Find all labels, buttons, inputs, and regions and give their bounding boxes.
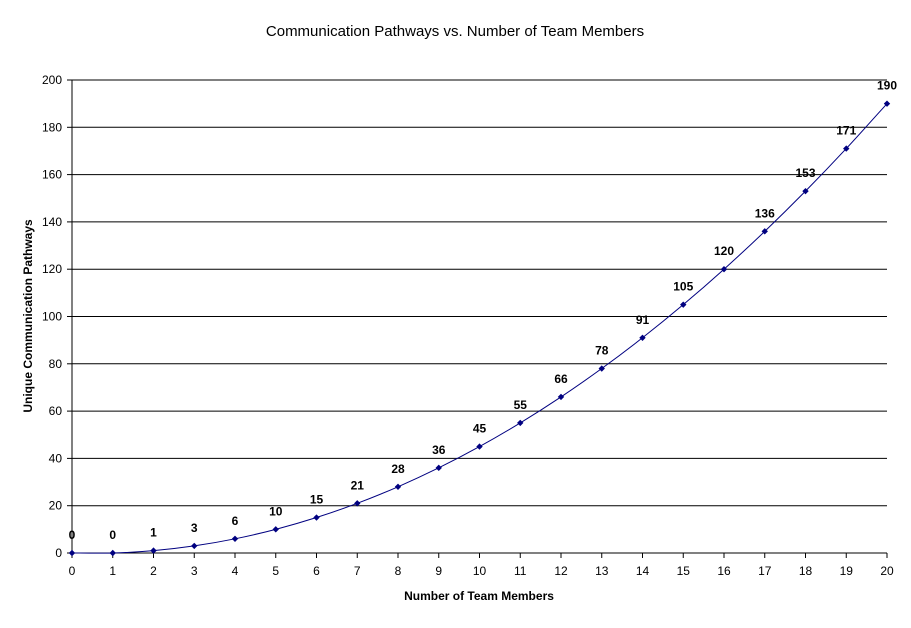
x-tick-label: 17	[758, 564, 772, 578]
data-point-marker	[802, 187, 809, 195]
chart-title: Communication Pathways vs. Number of Tea…	[266, 23, 644, 40]
data-label: 136	[755, 206, 775, 220]
y-tick-label: 160	[42, 168, 62, 182]
x-tick-label: 1	[109, 564, 116, 578]
data-label: 21	[351, 478, 365, 492]
data-point-marker	[272, 526, 279, 533]
data-label: 10	[269, 504, 283, 518]
data-point-marker	[476, 443, 483, 450]
y-tick-label: 40	[49, 451, 63, 465]
series-line	[71, 103, 888, 554]
data-point-marker	[639, 334, 646, 341]
x-tick-label: 3	[191, 564, 198, 578]
x-tick-label: 5	[272, 564, 279, 578]
y-axis-title: Unique Communication Pathways	[21, 219, 35, 413]
data-point-marker	[231, 535, 239, 543]
data-label: 78	[595, 344, 609, 358]
data-point-marker	[394, 483, 402, 490]
y-tick-label: 0	[55, 546, 62, 560]
data-label: 171	[836, 124, 856, 138]
data-point-marker	[883, 100, 891, 107]
x-tick-label: 4	[232, 564, 239, 578]
data-point-marker	[109, 549, 116, 557]
data-label: 55	[514, 398, 528, 412]
x-axis-title: Number of Team Members	[404, 589, 554, 603]
data-point-marker	[435, 464, 442, 472]
x-tick-label: 15	[677, 564, 691, 578]
data-point-marker	[354, 500, 361, 507]
x-tick-label: 6	[313, 564, 320, 578]
x-tick-label: 11	[514, 564, 527, 578]
data-point-marker	[68, 549, 76, 557]
data-label: 45	[473, 422, 487, 436]
data-label: 120	[714, 244, 734, 258]
y-tick-label: 20	[49, 499, 63, 513]
data-point-marker	[680, 301, 687, 308]
x-tick-label: 2	[150, 564, 157, 578]
x-tick-label: 7	[354, 564, 361, 578]
data-point-marker	[843, 145, 850, 152]
data-label: 153	[795, 166, 815, 180]
data-point-marker	[761, 228, 768, 235]
data-point-marker	[191, 542, 198, 550]
data-point-marker	[598, 365, 605, 372]
data-label: 0	[109, 528, 116, 542]
x-tick-label: 18	[799, 564, 813, 578]
y-tick-label: 60	[49, 404, 63, 418]
data-label: 105	[673, 280, 693, 294]
x-tick-label: 12	[554, 564, 568, 578]
data-label: 6	[232, 514, 239, 528]
y-tick-label: 180	[42, 120, 62, 134]
y-axis-ticks: 0 20 40 60 80 100 120 140 160 180 200	[42, 73, 72, 560]
x-tick-label: 14	[636, 564, 650, 578]
data-label: 0	[69, 528, 76, 542]
data-point-marker	[517, 419, 524, 427]
gridlines	[72, 79, 887, 554]
data-label: 36	[432, 443, 446, 457]
data-label: 15	[310, 493, 324, 507]
data-label: 1	[150, 526, 157, 540]
data-labels: 0 0 1 3610152128364555667891105120136153171…	[69, 79, 898, 542]
data-label: 28	[391, 462, 405, 476]
y-tick-label: 200	[42, 73, 62, 87]
data-label: 91	[636, 313, 650, 327]
x-axis-ticks: 0 1 2 3 4 5 6 7 8 9 10 11 12 13 14 15 16 17 18 19 20	[69, 553, 894, 578]
data-point-marker	[313, 514, 320, 521]
x-tick-label: 8	[395, 564, 402, 578]
x-tick-label: 16	[717, 564, 731, 578]
data-label: 66	[554, 372, 568, 386]
series-line-group	[68, 100, 891, 557]
data-point-marker	[720, 266, 728, 273]
x-tick-label: 0	[69, 564, 76, 578]
x-tick-label: 19	[840, 564, 854, 578]
x-tick-label: 9	[435, 564, 442, 578]
data-label: 3	[191, 521, 198, 535]
x-tick-label: 20	[880, 564, 894, 578]
x-tick-label: 13	[595, 564, 609, 578]
data-point-marker	[150, 547, 157, 554]
y-tick-label: 140	[42, 215, 62, 229]
data-label: 190	[877, 79, 897, 93]
data-point-marker	[557, 393, 565, 401]
x-tick-label: 10	[473, 564, 487, 578]
y-tick-label: 120	[42, 262, 62, 276]
y-tick-label: 80	[49, 357, 63, 371]
y-tick-label: 100	[42, 310, 62, 324]
